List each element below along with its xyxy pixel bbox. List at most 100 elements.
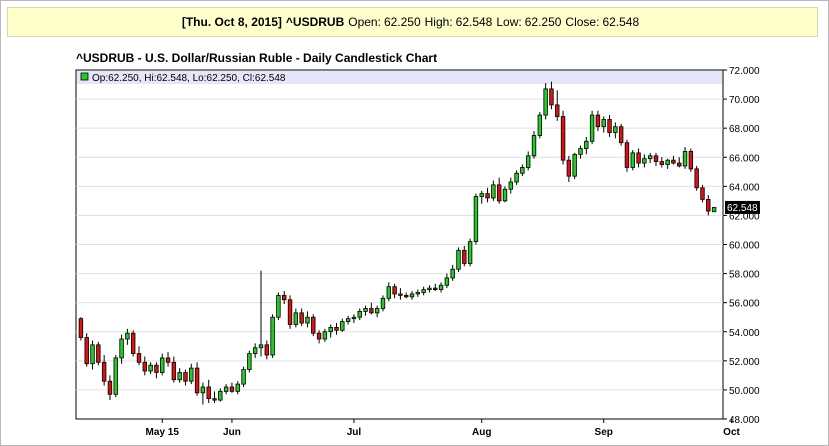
candle-body-down bbox=[154, 364, 159, 373]
y-tick-label: 72.000 bbox=[729, 66, 760, 77]
candle-body-down bbox=[130, 332, 136, 354]
header-symbol: ^USDRUB bbox=[285, 15, 345, 29]
candle bbox=[398, 288, 403, 300]
y-axis: 48.000 50.000 52.000 54.000 56.000 58.000 60.0… bbox=[76, 66, 760, 426]
candle bbox=[711, 207, 717, 213]
candle bbox=[101, 355, 107, 386]
candle-body-down bbox=[78, 318, 84, 338]
candle-body-down bbox=[671, 159, 676, 164]
candle-body-up bbox=[450, 268, 455, 279]
candle bbox=[537, 112, 543, 139]
candle bbox=[282, 291, 287, 305]
candle-body-up bbox=[328, 326, 333, 333]
candle-body-down bbox=[165, 357, 171, 363]
candle bbox=[345, 315, 351, 325]
candle-body-up bbox=[473, 196, 479, 242]
y-tick-label: 58.000 bbox=[729, 270, 760, 281]
candle bbox=[334, 323, 339, 335]
candle bbox=[677, 157, 682, 168]
candle bbox=[218, 388, 223, 402]
candle bbox=[688, 148, 694, 172]
candle bbox=[433, 283, 438, 292]
candle-body-down bbox=[694, 168, 699, 189]
candle bbox=[136, 346, 142, 366]
candle bbox=[647, 152, 653, 164]
candle-body-up bbox=[543, 88, 548, 116]
candle bbox=[526, 151, 531, 171]
candle bbox=[113, 355, 118, 398]
ohlc-header-bar: [Thu. Oct 8, 2015] ^USDRUB Open: 62.250 … bbox=[7, 7, 818, 37]
candle bbox=[531, 131, 537, 159]
candle bbox=[90, 340, 95, 370]
candle-body-up bbox=[293, 312, 299, 325]
legend-text: Op:62.250, Hi:62.548, Lo:62.250, Cl:62.5… bbox=[92, 73, 286, 84]
y-tick-label: 60.000 bbox=[729, 241, 760, 252]
candle bbox=[119, 334, 124, 364]
candle-body-down bbox=[84, 337, 89, 365]
candle bbox=[421, 286, 426, 296]
candle-body-up bbox=[427, 287, 432, 290]
chart-title: ^USDRUB - U.S. Dollar/Russian Ruble - Da… bbox=[76, 51, 437, 65]
candle-body-up bbox=[613, 126, 618, 133]
candle bbox=[363, 305, 368, 316]
candle-body-up bbox=[374, 308, 380, 314]
candle bbox=[305, 311, 310, 328]
candle-body-up bbox=[601, 119, 606, 128]
candle bbox=[177, 368, 182, 383]
candle bbox=[624, 139, 630, 172]
candle bbox=[485, 187, 490, 203]
candle bbox=[351, 314, 357, 324]
candle bbox=[543, 83, 548, 120]
candle bbox=[502, 186, 508, 203]
candle bbox=[340, 318, 345, 332]
close-value: 62.548 bbox=[602, 15, 640, 29]
candle-body-up bbox=[363, 308, 368, 312]
y-tick-label: 70.000 bbox=[729, 95, 760, 106]
candle bbox=[584, 136, 589, 155]
candle bbox=[642, 154, 647, 168]
candle-body-up bbox=[665, 159, 670, 165]
candle bbox=[130, 330, 136, 357]
candle bbox=[241, 366, 246, 388]
candle bbox=[223, 384, 229, 395]
candle-body-down bbox=[287, 299, 293, 325]
candle bbox=[96, 341, 101, 366]
candle bbox=[444, 273, 450, 289]
candle-body-down bbox=[311, 316, 316, 334]
y-tick-label: 66.000 bbox=[729, 153, 760, 164]
candle-body-down bbox=[636, 152, 641, 164]
last-value-marker: 62.548 bbox=[725, 200, 760, 214]
candle-body-up bbox=[514, 172, 519, 183]
candle bbox=[386, 282, 391, 302]
legend-band bbox=[77, 71, 722, 84]
candle-body-up bbox=[247, 353, 252, 370]
candle-body-up bbox=[438, 284, 444, 290]
open-label: Open: bbox=[348, 15, 381, 29]
candle-body-up bbox=[526, 155, 531, 168]
candle-body-up bbox=[148, 364, 153, 372]
y-tick-label: 50.000 bbox=[729, 386, 760, 397]
candle bbox=[450, 264, 455, 281]
candle-body-up bbox=[578, 148, 583, 155]
candle bbox=[270, 314, 275, 358]
candle bbox=[258, 270, 264, 357]
candle-body-down bbox=[659, 161, 665, 165]
candle bbox=[520, 164, 525, 177]
candle bbox=[235, 381, 240, 395]
candle bbox=[578, 145, 583, 159]
candle-body-up bbox=[177, 372, 182, 381]
candle bbox=[601, 116, 606, 133]
candle bbox=[671, 155, 676, 165]
candle bbox=[491, 180, 496, 201]
candle bbox=[171, 356, 177, 383]
candle bbox=[369, 302, 374, 315]
candle-body-up bbox=[584, 140, 589, 149]
candle-body-down bbox=[404, 294, 409, 298]
candle-body-down bbox=[595, 114, 601, 128]
candle bbox=[404, 292, 409, 299]
candle-body-up bbox=[200, 386, 206, 394]
close-label: Close: bbox=[565, 15, 600, 29]
candle-body-down bbox=[229, 386, 235, 392]
candle-body-down bbox=[183, 372, 188, 382]
